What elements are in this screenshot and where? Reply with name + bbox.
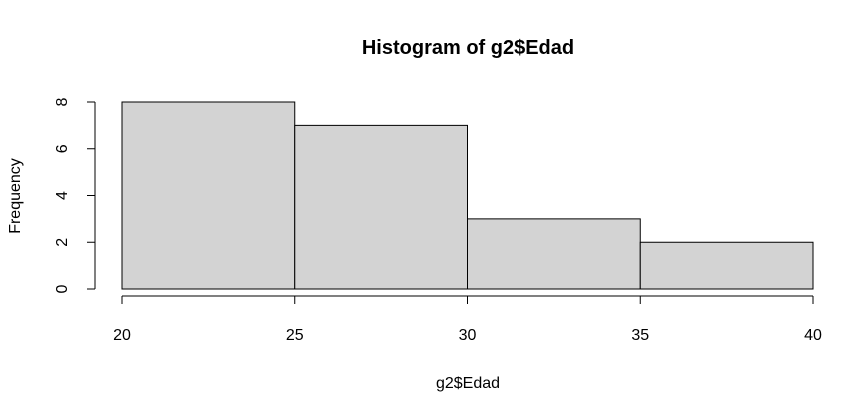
y-tick-label: 4 (54, 191, 71, 200)
x-tick-label: 30 (459, 327, 477, 344)
x-tick-label: 20 (113, 327, 131, 344)
y-tick-label: 0 (54, 284, 71, 293)
y-axis-label: Frequency (7, 158, 24, 234)
histogram-bar-20-25 (121, 101, 296, 290)
y-tick-label: 8 (54, 97, 71, 106)
y-tick-label: 6 (54, 144, 71, 153)
x-tick-label: 25 (286, 327, 304, 344)
chart-title: Histogram of g2$Edad (362, 37, 574, 59)
y-tick-label: 2 (54, 238, 71, 247)
histogram-bar-30-35 (467, 218, 641, 290)
x-axis: 20 25 30 35 40 (113, 295, 822, 344)
histogram-bar-35-40 (639, 241, 814, 290)
x-axis-label: g2$Edad (436, 375, 500, 392)
y-axis: 0 2 4 6 8 (54, 97, 96, 293)
bars-group (121, 101, 814, 290)
histogram-bar-25-30 (294, 124, 468, 290)
x-tick-label: 35 (631, 327, 649, 344)
x-tick-label: 40 (804, 327, 822, 344)
